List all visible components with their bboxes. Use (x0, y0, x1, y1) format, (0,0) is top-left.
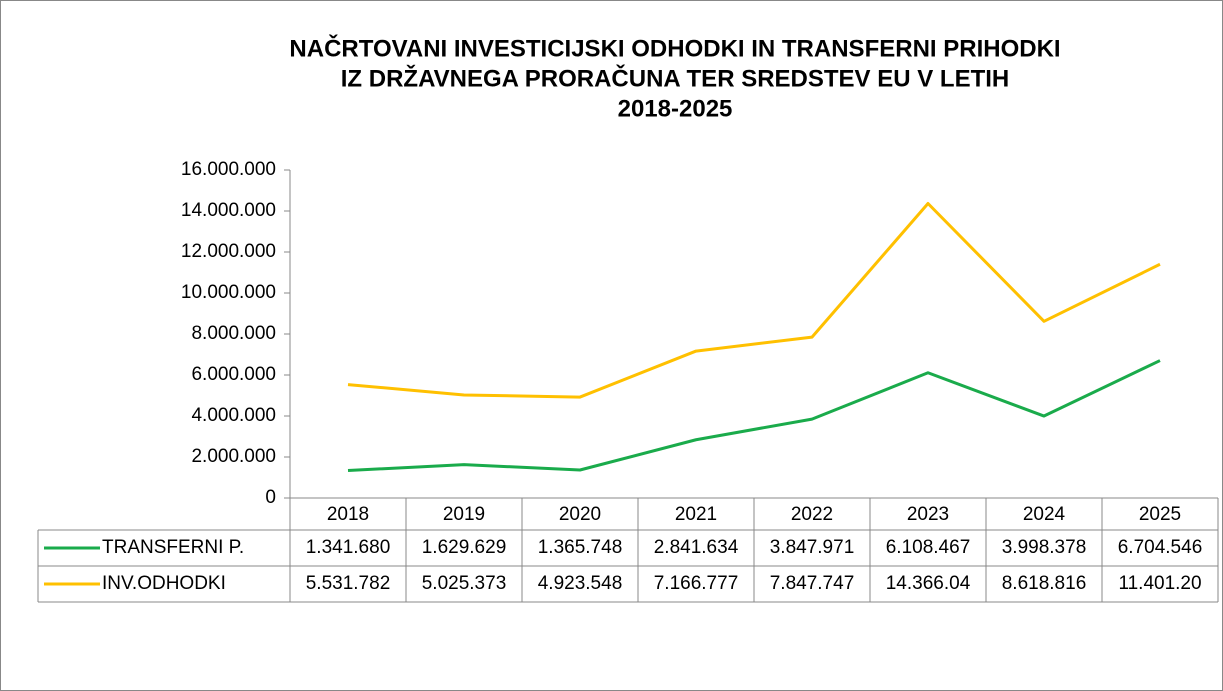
table-value: 4.923.548 (538, 573, 623, 594)
table-value: 5.025.373 (422, 573, 507, 594)
table-value: 6.704.546 (1118, 537, 1203, 558)
series-line (347, 201, 1161, 399)
x-tick-label: 2021 (675, 504, 717, 525)
table-value: 1.341.680 (306, 537, 391, 558)
chart-title: IZ DRŽAVNEGA PRORAČUNA TER SREDSTEV EU V… (341, 64, 1009, 92)
y-tick-label: 10.000.000 (181, 282, 276, 303)
legend-label: INV.ODHODKI (102, 573, 226, 594)
table-value: 6.108.467 (886, 537, 971, 558)
table-value: 2.841.634 (654, 537, 739, 558)
x-tick-label: 2023 (907, 504, 949, 525)
y-tick-label: 4.000.000 (191, 405, 276, 426)
chart-title: 2018-2025 (618, 95, 733, 122)
y-tick-label: 0 (265, 487, 276, 508)
y-tick-label: 14.000.000 (181, 200, 276, 221)
table-value: 7.166.777 (654, 573, 739, 594)
x-tick-label: 2024 (1023, 504, 1066, 525)
series-line (347, 359, 1161, 472)
y-tick-label: 2.000.000 (191, 446, 276, 467)
table-value: 3.847.971 (770, 537, 855, 558)
x-tick-label: 2018 (327, 504, 369, 525)
y-tick-label: 12.000.000 (181, 241, 276, 262)
table-value: 14.366.04 (886, 573, 971, 594)
table-value: 1.365.748 (538, 537, 623, 558)
y-tick-label: 8.000.000 (191, 323, 276, 344)
x-tick-label: 2020 (559, 504, 601, 525)
table-value: 8.618.816 (1002, 573, 1087, 594)
table-value: 3.998.378 (1002, 537, 1087, 558)
table-value: 5.531.782 (306, 573, 391, 594)
x-tick-label: 2025 (1139, 504, 1181, 525)
y-tick-label: 16.000.000 (181, 159, 276, 180)
x-tick-label: 2019 (443, 504, 485, 525)
y-tick-label: 6.000.000 (191, 364, 276, 385)
x-tick-label: 2022 (791, 504, 833, 525)
legend-label: TRANSFERNI P. (102, 537, 244, 558)
table-value: 1.629.629 (422, 537, 507, 558)
table-value: 7.847.747 (770, 573, 855, 594)
table-value: 11.401.20 (1118, 573, 1201, 594)
chart-title: NAČRTOVANI INVESTICIJSKI ODHODKI IN TRAN… (289, 34, 1060, 62)
